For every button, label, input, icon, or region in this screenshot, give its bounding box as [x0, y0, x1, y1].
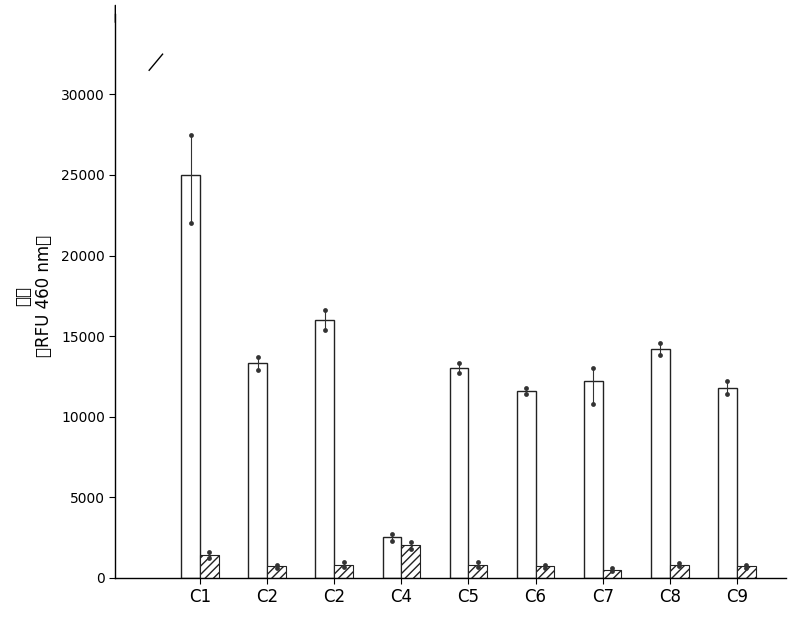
Point — [404, 544, 417, 554]
Point — [251, 352, 264, 362]
Bar — [584, 381, 602, 578]
Point — [203, 554, 216, 564]
Point — [338, 562, 350, 572]
Bar — [718, 388, 737, 578]
Point — [740, 560, 753, 570]
Point — [270, 560, 283, 570]
Y-axis label: 強度
（RFU 460 nm）: 強度 （RFU 460 nm） — [14, 235, 53, 357]
Point — [673, 562, 686, 572]
Point — [203, 547, 216, 557]
Point — [587, 399, 600, 409]
Point — [721, 389, 734, 399]
Point — [606, 563, 618, 573]
Point — [453, 368, 466, 378]
Point — [606, 566, 618, 576]
Point — [538, 560, 551, 570]
Point — [471, 562, 484, 572]
Bar — [651, 349, 670, 578]
Point — [654, 337, 666, 347]
Point — [338, 557, 350, 567]
Bar — [670, 565, 689, 578]
Point — [270, 563, 283, 573]
Point — [740, 563, 753, 573]
Point — [184, 130, 197, 140]
Point — [251, 365, 264, 375]
Point — [318, 305, 331, 315]
Point — [520, 383, 533, 392]
Bar — [382, 538, 402, 578]
Point — [587, 363, 600, 373]
Bar — [200, 555, 219, 578]
Bar — [602, 570, 622, 578]
Point — [404, 538, 417, 547]
Point — [654, 350, 666, 360]
Bar — [535, 567, 554, 578]
Bar — [334, 565, 353, 578]
Point — [673, 558, 686, 568]
Point — [520, 389, 533, 399]
Bar — [315, 320, 334, 578]
Bar — [450, 368, 469, 578]
Point — [538, 563, 551, 573]
Bar — [469, 565, 487, 578]
Point — [721, 376, 734, 386]
Bar — [737, 567, 756, 578]
Bar — [402, 546, 420, 578]
Point — [318, 325, 331, 335]
Point — [471, 557, 484, 567]
Bar — [248, 363, 267, 578]
Bar — [267, 567, 286, 578]
Point — [386, 536, 398, 546]
Point — [184, 218, 197, 228]
Point — [386, 529, 398, 539]
Point — [453, 358, 466, 368]
Bar — [182, 175, 200, 578]
Bar — [517, 391, 535, 578]
